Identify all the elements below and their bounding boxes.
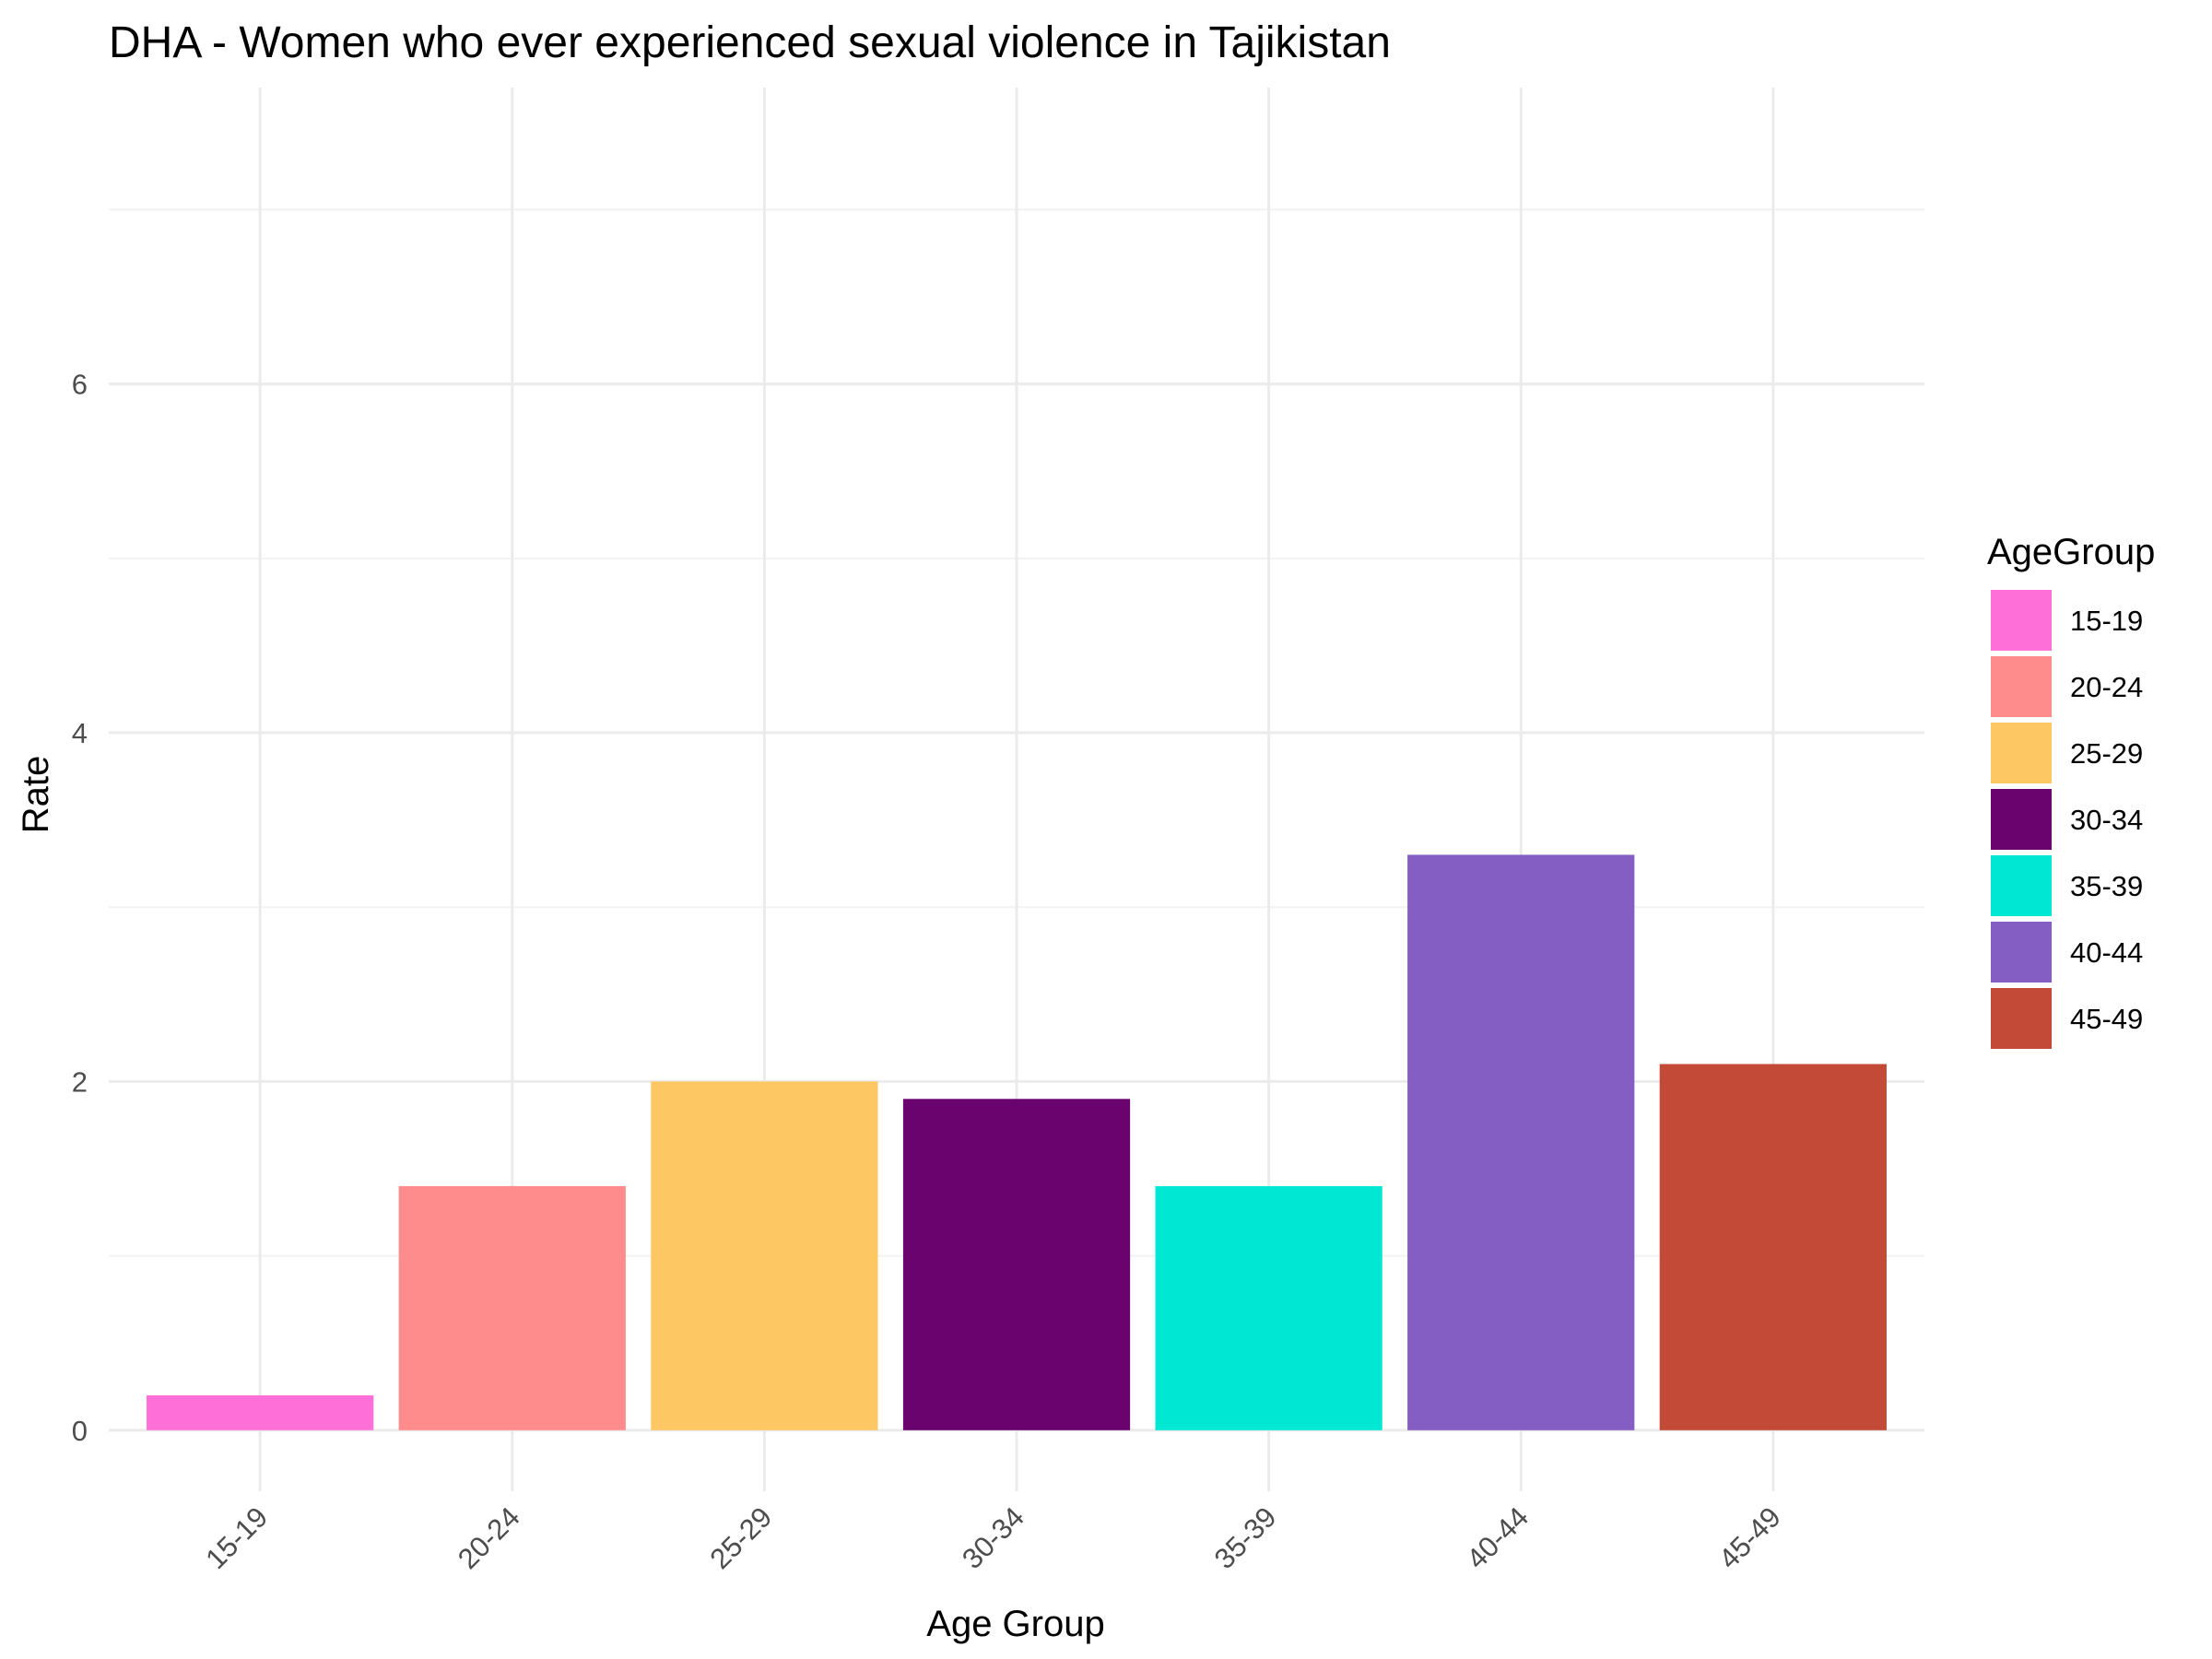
legend-key-35-39 <box>1991 855 2052 916</box>
legend-label: 45-49 <box>2070 1003 2143 1035</box>
legend-title: AgeGroup <box>1987 532 2155 572</box>
legend-key-20-24 <box>1991 656 2052 717</box>
y-tick-label: 6 <box>72 369 88 401</box>
bar-25-29 <box>651 1081 878 1430</box>
chart-title: DHA - Women who ever experienced sexual … <box>109 18 1391 67</box>
bar-15-19 <box>147 1394 374 1430</box>
x-tick-label: 25-29 <box>704 1500 779 1575</box>
bars <box>147 854 1887 1430</box>
x-tick-label: 20-24 <box>452 1500 526 1575</box>
x-tick-label: 45-49 <box>1712 1500 1787 1575</box>
x-tick-label: 30-34 <box>956 1500 1030 1575</box>
x-axis-ticks: 15-19 20-24 25-29 30-34 35-39 40-44 45-49 <box>199 1500 1786 1575</box>
y-tick-label: 0 <box>72 1415 88 1447</box>
y-tick-label: 4 <box>72 717 88 749</box>
y-axis-ticks: 0 2 4 6 <box>72 369 88 1447</box>
x-tick-label: 15-19 <box>199 1500 274 1575</box>
legend-label: 25-29 <box>2070 737 2143 770</box>
legend-label: 35-39 <box>2070 870 2143 902</box>
legend-key-15-19 <box>1991 590 2052 651</box>
legend-key-25-29 <box>1991 723 2052 783</box>
bar-35-39 <box>1155 1185 1382 1430</box>
x-tick-label: 35-39 <box>1208 1500 1283 1575</box>
x-tick-label: 40-44 <box>1460 1500 1535 1575</box>
legend-label: 30-34 <box>2070 804 2143 836</box>
bar-20-24 <box>398 1185 626 1430</box>
legend-label: 20-24 <box>2070 671 2143 703</box>
bar-40-44 <box>1407 854 1635 1430</box>
legend-key-45-49 <box>1991 988 2052 1049</box>
legend-key-30-34 <box>1991 789 2052 850</box>
y-axis-title: Rate <box>16 756 56 834</box>
bar-30-34 <box>902 1099 1131 1430</box>
legend-key-40-44 <box>1991 922 2052 982</box>
legend-label: 40-44 <box>2070 936 2143 969</box>
legend-label: 15-19 <box>2070 605 2143 637</box>
y-tick-label: 2 <box>72 1065 88 1098</box>
bar-45-49 <box>1659 1064 1887 1430</box>
x-axis-title: Age Group <box>926 1604 1104 1644</box>
legend: AgeGroup 15-19 20-24 25-29 30-34 35-39 40-44 4… <box>1987 532 2155 1049</box>
